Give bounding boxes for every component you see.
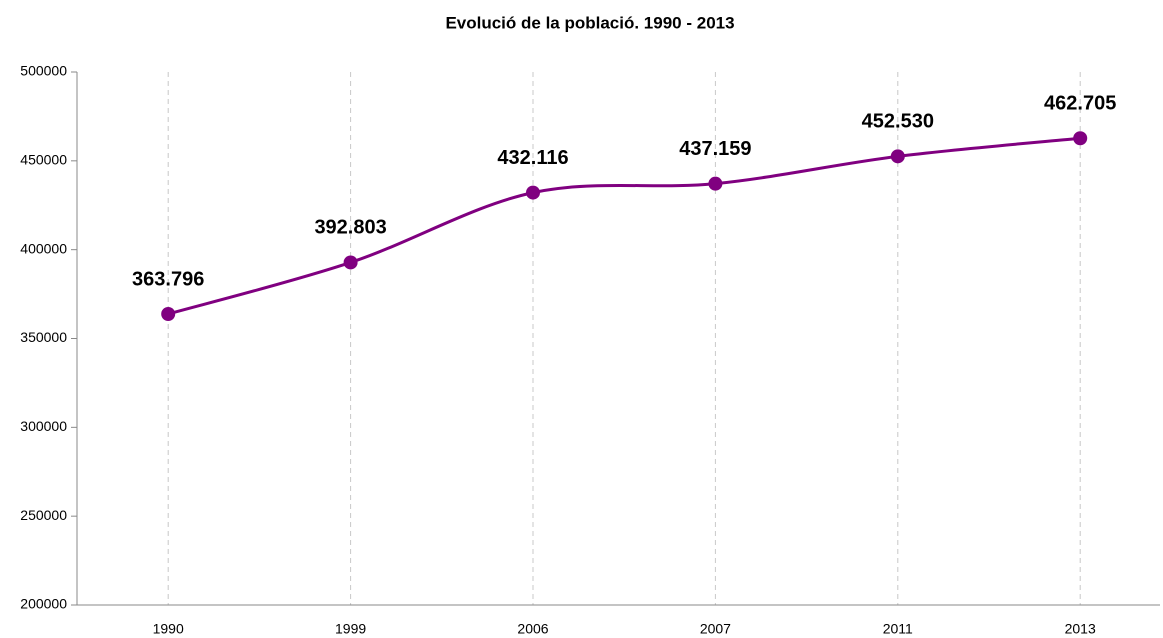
marker: [526, 185, 540, 200]
y-tick-label: 300000: [20, 418, 67, 434]
marker: [161, 306, 176, 321]
x-tick-label: 2011: [883, 621, 913, 637]
x-tick-label: 1999: [335, 621, 366, 637]
data-label: 437.159: [679, 138, 751, 160]
marker: [890, 149, 905, 164]
data-label: 363.796: [132, 268, 204, 290]
x-tick-label: 1990: [153, 621, 184, 637]
chart-title: Evolució de la població. 1990 - 2013: [445, 13, 734, 32]
y-tick-label: 200000: [20, 596, 67, 612]
y-tick-label: 500000: [20, 63, 67, 79]
x-tick-label: 2007: [700, 621, 731, 637]
marker: [1073, 131, 1088, 146]
x-tick-label: 2013: [1065, 621, 1096, 637]
y-tick-label: 350000: [20, 329, 67, 345]
data-label: 392.803: [314, 217, 386, 239]
y-tick-label: 450000: [20, 152, 67, 168]
y-tick-label: 250000: [20, 507, 67, 523]
line: [167, 136, 1081, 316]
data-label: 452.530: [862, 111, 934, 133]
data-label: 462.705: [1044, 93, 1116, 115]
marker: [343, 255, 358, 270]
x-tick-label: 2006: [517, 621, 548, 637]
marker: [708, 176, 723, 191]
data-label: 432.116: [497, 147, 568, 169]
y-tick-label: 400000: [20, 240, 67, 256]
